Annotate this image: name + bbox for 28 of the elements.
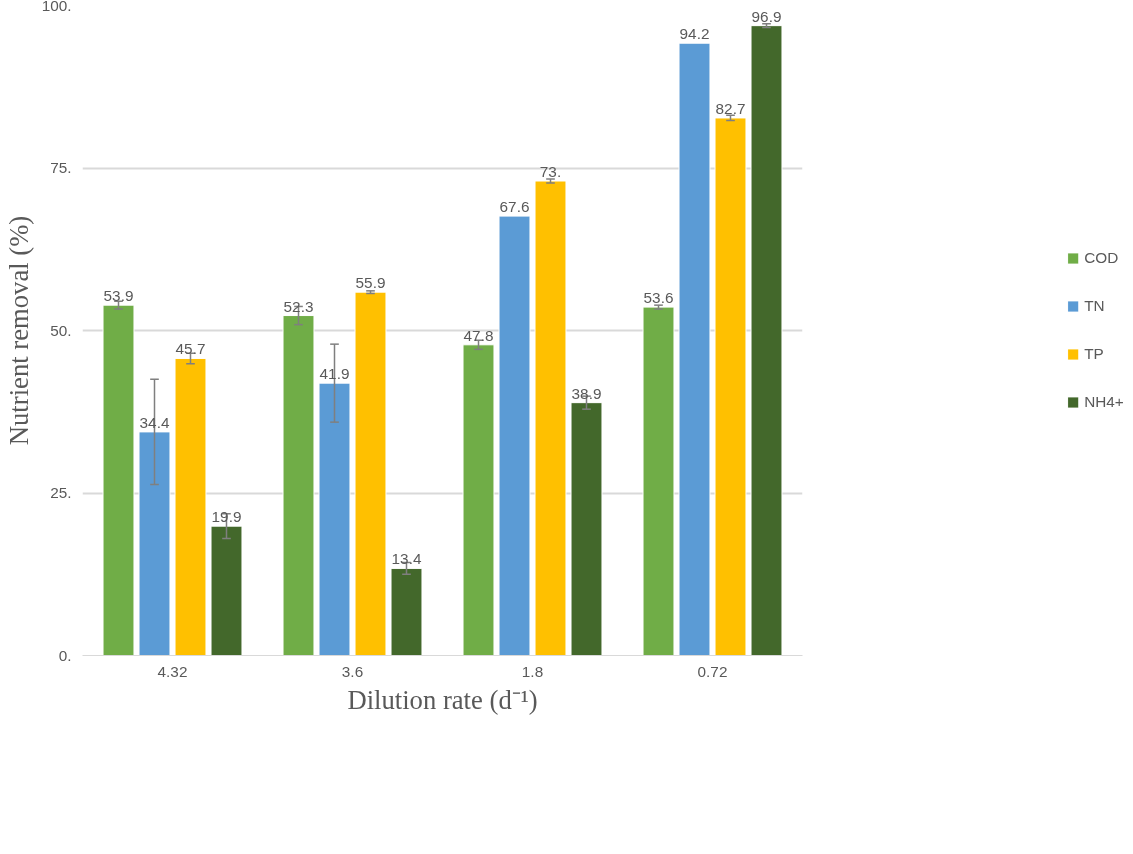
data-label: 67.6: [499, 198, 530, 216]
legend-label: TN: [1084, 297, 1105, 315]
data-label: 73.: [539, 163, 562, 180]
data-label: 53.6: [643, 289, 674, 307]
data-label: 96.9: [751, 7, 782, 25]
data-label: 55.9: [355, 274, 386, 292]
data-label: 47.8: [463, 326, 494, 344]
data-label: 52.3: [283, 297, 314, 315]
x-tick-label: 3.6: [341, 662, 364, 680]
data-label: 38.9: [571, 384, 602, 402]
x-axis-title: Dilution rate (d⁻¹): [347, 684, 538, 715]
data-label: 82.7: [715, 99, 746, 117]
x-tick-label: 4.32: [157, 662, 188, 680]
y-tick-label: 75.: [50, 159, 72, 176]
legend-label: NH4+: [1084, 393, 1124, 411]
y-tick-label: 0.: [58, 646, 72, 664]
data-label: 13.4: [391, 550, 422, 568]
x-tick-label: 1.8: [521, 662, 544, 680]
legend-label: TP: [1084, 345, 1105, 363]
y-tick-label: 50.: [50, 321, 72, 339]
legend-label: COD: [1084, 249, 1119, 267]
y-axis-title: Nutrient removal (%): [3, 215, 34, 446]
y-tick-label: 100.: [41, 0, 72, 14]
x-tick-label: 0.72: [697, 662, 728, 680]
data-label: 45.7: [175, 340, 206, 358]
data-label: 94.2: [679, 25, 710, 43]
y-tick-label: 25.: [50, 484, 72, 501]
data-label: 53.9: [103, 287, 134, 305]
